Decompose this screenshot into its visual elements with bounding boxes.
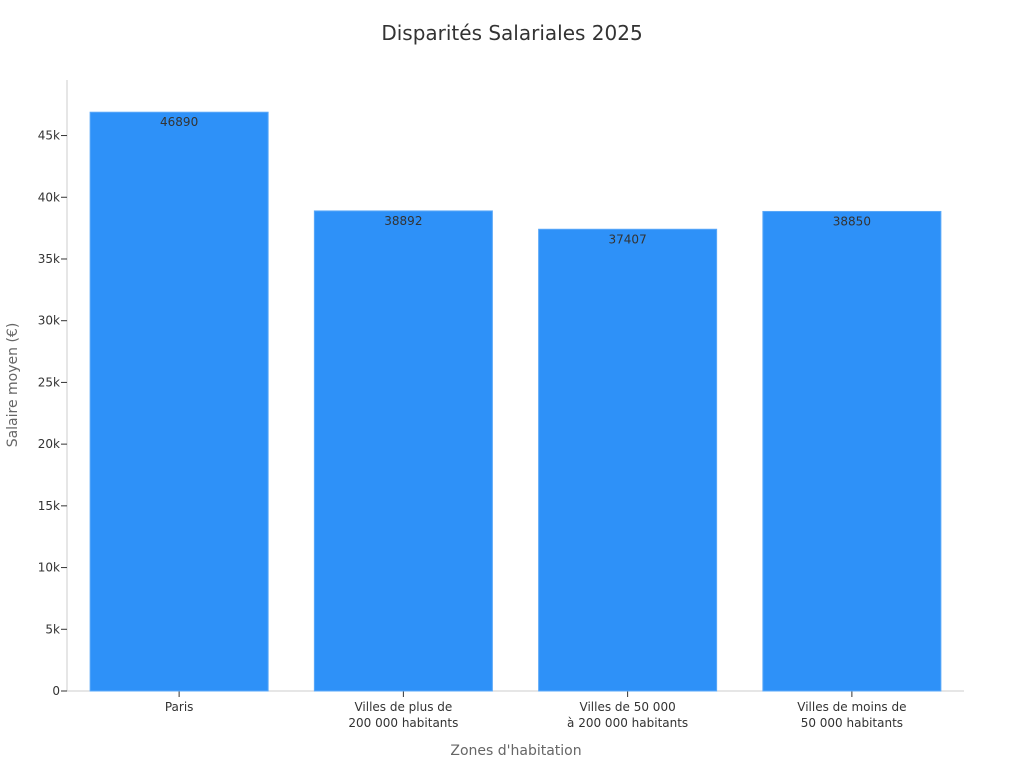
- x-axis: Paris Villes de plus de 200 000 habitants V…: [67, 690, 964, 730]
- x-tick-label: Villes de plus de 200 000 habitants: [348, 700, 458, 730]
- bar-value-label: 38892: [384, 214, 422, 228]
- y-tick-label: 25k: [38, 375, 60, 389]
- bar-value-label: 46890: [160, 115, 198, 129]
- y-tick-label: 0: [52, 684, 60, 698]
- y-tick-label: 40k: [38, 190, 60, 204]
- x-tick-label: Villes de 50 000 à 200 000 habitants: [567, 700, 688, 730]
- y-tick-label: 5k: [45, 622, 60, 636]
- y-tick-label: 30k: [38, 314, 60, 328]
- y-axis: 0 5k 10k 15k 20k 25k 30k 35k 40k 45k: [38, 80, 68, 698]
- bars: [89, 111, 942, 692]
- x-tick-label: Paris: [165, 700, 194, 714]
- y-tick-label: 35k: [38, 252, 60, 266]
- bar: [89, 111, 269, 692]
- y-tick-label: 15k: [38, 499, 60, 513]
- bar-value-label: 37407: [609, 232, 647, 246]
- bar-value-label: 38850: [833, 214, 871, 228]
- y-tick-label: 45k: [38, 129, 60, 143]
- x-tick-label: Villes de moins de 50 000 habitants: [797, 700, 906, 730]
- bar: [762, 210, 942, 692]
- data-labels: 46890 38892 37407 38850: [160, 115, 871, 246]
- y-axis-title: Salaire moyen (€): [5, 323, 21, 448]
- y-tick-label: 20k: [38, 437, 60, 451]
- chart-title: Disparités Salariales 2025: [381, 21, 642, 45]
- x-axis-title: Zones d'habitation: [450, 743, 581, 759]
- y-tick-label: 10k: [38, 561, 60, 575]
- bar: [538, 228, 718, 692]
- bar: [313, 210, 493, 692]
